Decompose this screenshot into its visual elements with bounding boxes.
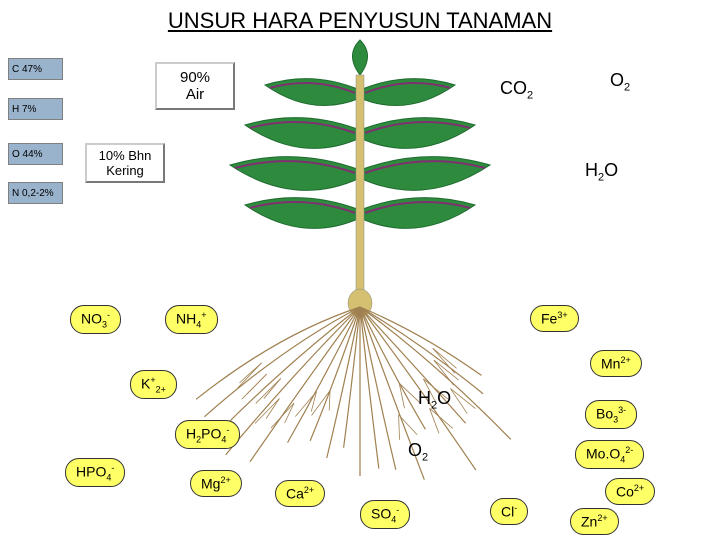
- sidebar-item: N 0,2-2%: [8, 182, 63, 204]
- gas-label: O2: [408, 440, 428, 464]
- page-title: UNSUR HARA PENYUSUN TANAMAN: [0, 8, 720, 34]
- ion-label: Bo33-: [585, 400, 637, 429]
- bhn-label: Kering: [87, 163, 163, 178]
- ion-label: Ca2+: [275, 480, 325, 507]
- gas-label: CO2: [500, 78, 533, 102]
- bhn-pct: 10% Bhn: [87, 148, 163, 163]
- ion-label: Mg2+: [190, 470, 242, 497]
- ion-label: Co2+: [605, 478, 655, 505]
- gas-label: H2O: [418, 388, 451, 412]
- sidebar-item: H 7%: [8, 98, 63, 120]
- air-box: 90% Air: [155, 62, 235, 110]
- air-label: Air: [157, 86, 233, 103]
- ion-label: Cl-: [490, 498, 528, 525]
- air-pct: 90%: [157, 69, 233, 86]
- ion-label: HPO4-: [65, 458, 125, 487]
- ion-label: Mn2+: [590, 350, 642, 377]
- sidebar-item: O 44%: [8, 143, 63, 165]
- ion-label: Zn2+: [570, 508, 619, 535]
- ion-label: NH4+: [165, 305, 218, 334]
- ion-label: Fe3+: [530, 305, 579, 332]
- ion-label: NO3-: [70, 305, 121, 334]
- gas-label: O2: [610, 70, 630, 94]
- ion-label: SO4-: [360, 500, 410, 529]
- ion-label: K+2+: [130, 370, 177, 399]
- ion-label: H2PO4-: [175, 420, 240, 449]
- gas-label: H2O: [585, 160, 618, 184]
- sidebar-item: C 47%: [8, 58, 63, 80]
- ion-label: Mo.O42-: [575, 440, 644, 469]
- bhn-box: 10% Bhn Kering: [85, 143, 165, 183]
